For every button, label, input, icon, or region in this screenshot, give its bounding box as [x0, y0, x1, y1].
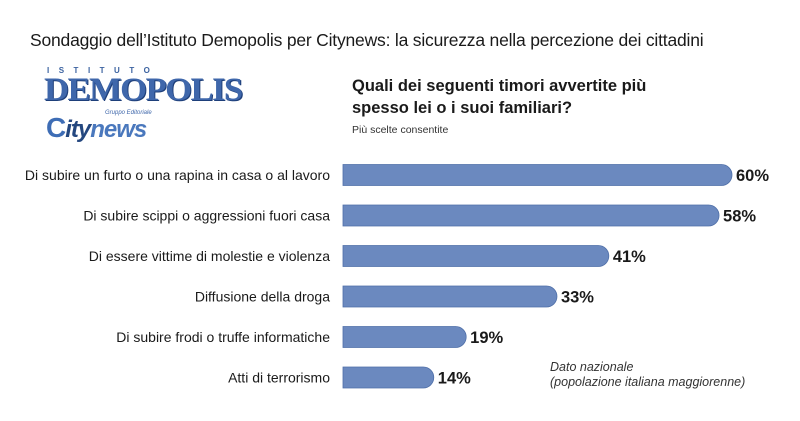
question-line-2: spesso lei o i suoi familiari?	[352, 99, 573, 117]
logo-istituto-text: ISTITUTO	[47, 66, 160, 75]
value-label: 33%	[561, 289, 594, 307]
logo-city-news: news	[90, 116, 147, 143]
page-title: Sondaggio dell’Istituto Demopolis per Ci…	[30, 30, 704, 50]
footnote-line-2: (popolazione italiana maggiorenne)	[550, 375, 746, 389]
value-label: 19%	[470, 329, 503, 347]
category-label: Di subire frodi o truffe informatiche	[116, 329, 330, 345]
logo-demopolis-text: DEMOPOLIS	[44, 72, 243, 108]
logo-city-ity: ity	[65, 116, 91, 143]
footnote-line-1: Dato nazionale	[550, 360, 634, 374]
chart-question: Quali dei seguenti timori avvertite più …	[352, 75, 682, 119]
category-label: Atti di terrorismo	[228, 370, 330, 386]
logo-city-c: C	[46, 112, 66, 143]
bar	[342, 285, 558, 308]
value-label: 60%	[736, 167, 769, 185]
question-line-1: Quali dei seguenti timori avvertite più	[352, 77, 647, 95]
bar	[342, 366, 435, 389]
bar	[342, 204, 720, 227]
bar	[342, 245, 610, 267]
bar	[342, 326, 467, 348]
value-label: 41%	[613, 248, 646, 266]
logo-citynews-text: Citynews	[46, 112, 147, 144]
footnote: Dato nazionale (popolazione italiana mag…	[550, 360, 745, 390]
category-label: Di subire un furto o una rapina in casa …	[25, 167, 330, 183]
logo-gruppo-text: Gruppo Editoriale	[105, 110, 152, 116]
value-label: 58%	[723, 208, 756, 226]
category-label: Diffusione della droga	[195, 289, 330, 305]
value-label: 14%	[438, 370, 471, 388]
category-label: Di essere vittime di molestie e violenza	[89, 248, 330, 264]
bar	[342, 164, 733, 186]
category-label: Di subire scippi o aggressioni fuori cas…	[83, 208, 330, 224]
question-note: Più scelte consentite	[352, 124, 449, 136]
